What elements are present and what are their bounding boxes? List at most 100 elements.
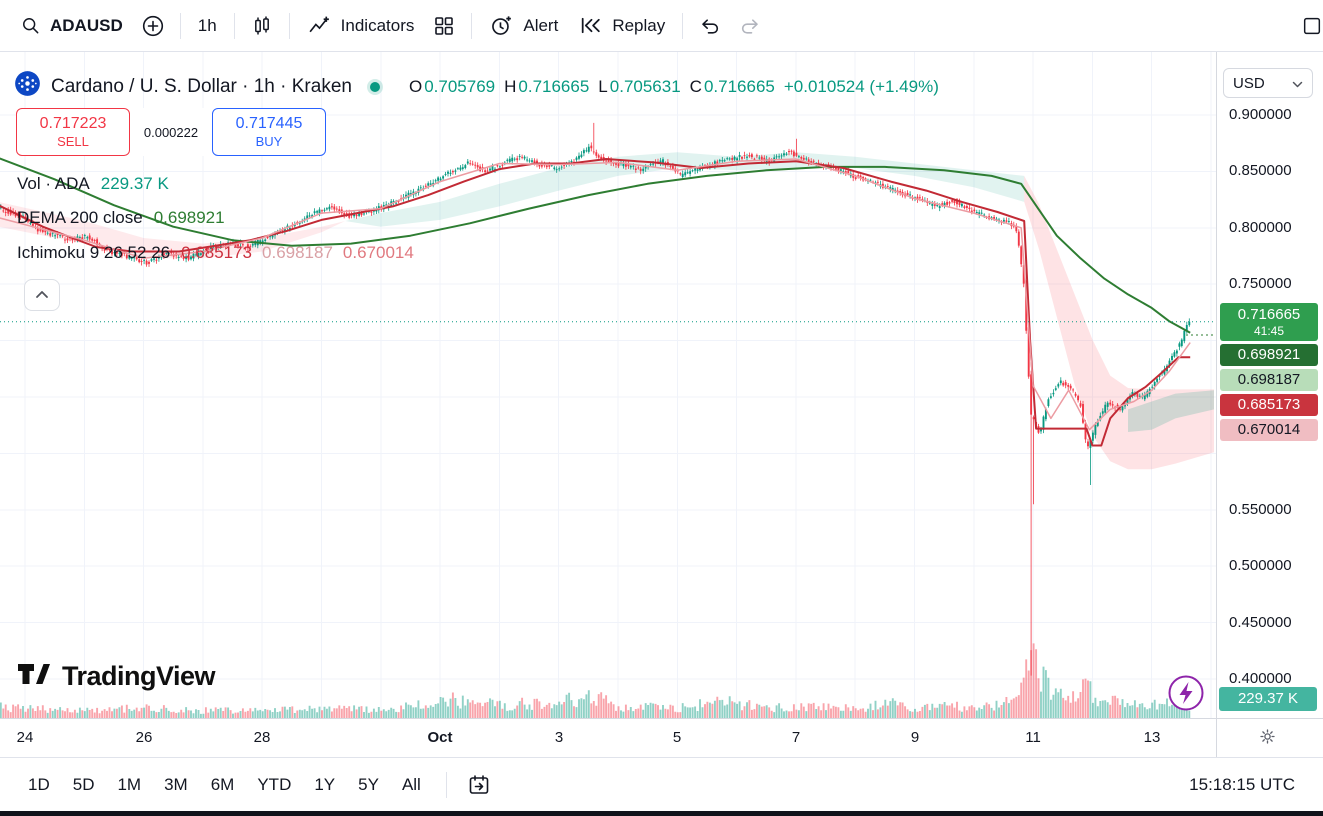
chart-pane: Cardano / U. S. Dollar · 1h · Kraken O 0.… bbox=[0, 52, 1216, 718]
replay-button[interactable]: Replay bbox=[568, 7, 675, 44]
buy-button[interactable]: 0.717445 BUY bbox=[212, 108, 326, 156]
time-tick: 24 bbox=[16, 729, 34, 746]
legend-ichimoku-value: 0.698187 bbox=[262, 243, 333, 262]
tradingview-logo-icon bbox=[16, 656, 52, 697]
indicators-button[interactable]: Indicators bbox=[297, 7, 425, 44]
gear-icon[interactable] bbox=[1254, 723, 1280, 749]
ohlc-value: 0.716665 bbox=[518, 76, 590, 96]
search-icon bbox=[20, 15, 41, 36]
price-badge-value: 0.716665 bbox=[1237, 306, 1301, 323]
grid-layout-button[interactable] bbox=[424, 8, 464, 44]
sell-price: 0.717223 bbox=[39, 114, 107, 132]
legend-volume[interactable]: Vol · ADA 229.37 K bbox=[17, 174, 169, 194]
ohlc-key: H bbox=[504, 76, 517, 96]
legend-volume-value: 229.37 K bbox=[100, 174, 169, 193]
trade-panel: 0.717223 SELL 0.000222 0.717445 BUY bbox=[16, 108, 326, 156]
price-badge: 0.698921 bbox=[1220, 344, 1318, 366]
interval-label: 1h bbox=[197, 15, 217, 35]
window-icon[interactable] bbox=[1293, 9, 1323, 43]
interval-button[interactable]: 1h bbox=[188, 10, 227, 42]
indicators-label: Indicators bbox=[340, 15, 415, 35]
redo-button[interactable] bbox=[730, 8, 770, 44]
legend-ichimoku-title: Ichimoku 9 26 52 26 bbox=[17, 243, 171, 262]
price-badge-value: 0.698187 bbox=[1237, 371, 1301, 388]
range-1M[interactable]: 1M bbox=[117, 774, 142, 794]
ohlc-key: O bbox=[408, 76, 423, 96]
undo-arrow-icon bbox=[698, 14, 722, 38]
range-5Y[interactable]: 5Y bbox=[358, 774, 379, 794]
range-1D[interactable]: 1D bbox=[28, 774, 50, 794]
chevron-up-icon bbox=[35, 286, 49, 304]
utc-clock[interactable]: 15:18:15 UTC bbox=[1189, 774, 1295, 794]
collapse-legend-button[interactable] bbox=[24, 279, 60, 311]
chart-type-button[interactable] bbox=[242, 8, 282, 44]
alert-button[interactable]: Alert bbox=[479, 7, 568, 44]
ohlc-value: 0.705769 bbox=[424, 76, 496, 96]
range-3M[interactable]: 3M bbox=[164, 774, 188, 794]
legend-ichimoku[interactable]: Ichimoku 9 26 52 26 0.685173 0.698187 0.67… bbox=[17, 243, 422, 263]
legend-ichimoku-values: 0.685173 0.698187 0.670014 bbox=[179, 243, 422, 263]
buy-label: BUY bbox=[255, 133, 283, 149]
chevron-down-icon bbox=[1292, 75, 1303, 92]
market-status-dot[interactable] bbox=[369, 81, 380, 92]
price-tick: 0.500000 bbox=[1229, 557, 1292, 574]
tradingview-brand-text: TradingView bbox=[62, 661, 216, 691]
legend-dema-title: DEMA 200 close bbox=[17, 208, 143, 227]
legend-dema[interactable]: DEMA 200 close 0.698921 bbox=[17, 208, 225, 228]
legend-dema-value: 0.698921 bbox=[153, 208, 225, 227]
price-badge: 0.698187 bbox=[1220, 369, 1318, 391]
undo-button[interactable] bbox=[690, 8, 730, 44]
chart-title[interactable]: Cardano / U. S. Dollar · 1h · Kraken bbox=[51, 75, 352, 97]
price-tick: 0.800000 bbox=[1229, 219, 1292, 236]
time-tick: 13 bbox=[1143, 729, 1161, 746]
price-badge: 0.670014 bbox=[1220, 419, 1318, 441]
time-tick: 26 bbox=[135, 729, 153, 746]
price-badge-value: 0.698921 bbox=[1237, 346, 1301, 363]
tradingview-watermark[interactable]: TradingView bbox=[16, 656, 216, 697]
compare-add-button[interactable] bbox=[133, 8, 173, 44]
time-tick: 5 bbox=[672, 729, 682, 746]
bottom-toolbar: 1D 5D 1M 3M 6M YTD 1Y 5Y All 15:18:15 UTC bbox=[0, 757, 1323, 811]
alert-label: Alert bbox=[523, 15, 559, 35]
legend-volume-title: Vol · ADA bbox=[17, 174, 90, 193]
price-axis[interactable]: USD 0.900000 0.850000 0.800000 0.750000 0.55… bbox=[1216, 52, 1323, 718]
currency-select[interactable]: USD bbox=[1223, 68, 1313, 98]
spread-value: 0.000222 bbox=[130, 108, 212, 156]
price-chart[interactable] bbox=[0, 52, 1216, 718]
price-badge: 0.716665 41:45 bbox=[1220, 303, 1318, 341]
symbol-search-button[interactable]: ADAUSD bbox=[10, 9, 133, 42]
price-badge-value: 0.685173 bbox=[1237, 396, 1301, 413]
price-badge: 0.685173 bbox=[1220, 394, 1318, 416]
replay-label: Replay bbox=[612, 15, 666, 35]
goto-date-button[interactable] bbox=[461, 769, 497, 801]
ohlc-key: C bbox=[689, 76, 702, 96]
time-tick: 11 bbox=[1025, 729, 1041, 746]
toolbar-separator bbox=[288, 12, 290, 39]
lightning-icon bbox=[1166, 675, 1206, 717]
ohlc-key: L bbox=[598, 76, 608, 96]
time-tick: 7 bbox=[791, 729, 801, 746]
range-5D[interactable]: 5D bbox=[72, 774, 95, 794]
time-tick: 9 bbox=[910, 729, 920, 746]
bottom-strip bbox=[0, 811, 1323, 816]
axis-divider bbox=[1216, 719, 1217, 757]
price-tick: 0.850000 bbox=[1229, 162, 1292, 179]
toolbar-separator bbox=[233, 12, 235, 39]
alert-clock-icon bbox=[489, 13, 514, 38]
ohlc-change: +0.010524 (+1.49%) bbox=[783, 76, 939, 96]
ohlc-value: 0.716665 bbox=[703, 76, 775, 96]
toolbar-separator bbox=[445, 771, 447, 798]
boost-button[interactable] bbox=[1166, 673, 1206, 713]
currency-label: USD bbox=[1233, 74, 1265, 92]
price-badge-countdown: 41:45 bbox=[1253, 324, 1285, 338]
sell-button[interactable]: 0.717223 SELL bbox=[16, 108, 130, 156]
time-axis[interactable]: 24 26 28 Oct 3 5 7 9 11 13 bbox=[0, 718, 1323, 757]
range-YTD[interactable]: YTD bbox=[257, 774, 292, 794]
toolbar-separator bbox=[682, 12, 684, 39]
range-All[interactable]: All bbox=[401, 774, 421, 794]
symbol-header: Cardano / U. S. Dollar · 1h · Kraken O 0.… bbox=[14, 70, 939, 103]
range-6M[interactable]: 6M bbox=[210, 774, 235, 794]
price-badge-value: 0.670014 bbox=[1237, 421, 1301, 438]
range-1Y[interactable]: 1Y bbox=[314, 774, 336, 794]
